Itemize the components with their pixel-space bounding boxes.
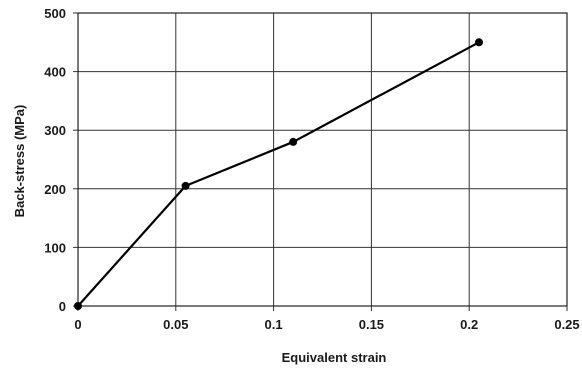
x-tick-label: 0.15 [359, 317, 384, 332]
y-tick-label: 500 [44, 6, 66, 21]
x-tick-label: 0 [74, 317, 81, 332]
grid [73, 12, 568, 311]
y-tick-label: 100 [44, 240, 66, 255]
y-axis-title: Back-stress (MPa) [12, 105, 27, 218]
y-tick-label: 200 [44, 182, 66, 197]
data-point [289, 137, 298, 146]
x-axis-title: Equivalent strain [282, 350, 387, 365]
data-point [74, 302, 82, 310]
series-line [77, 41, 480, 307]
x-tick-label: 0.05 [163, 317, 188, 332]
plot-frame [77, 12, 568, 307]
data-point [181, 181, 190, 190]
y-tick-label: 400 [44, 65, 66, 80]
x-tick-label: 0.1 [265, 317, 283, 332]
x-tick-label: 0.25 [554, 317, 579, 332]
x-tick-label: 0.2 [460, 317, 478, 332]
data-point [474, 38, 483, 47]
y-tick-label: 300 [44, 123, 66, 138]
series-layer [74, 38, 483, 310]
y-tick-label: 0 [59, 299, 66, 314]
tick-labels: 0 0.05 0.1 0.15 0.2 0.25 0 100 200 300 400 500 [44, 6, 579, 332]
